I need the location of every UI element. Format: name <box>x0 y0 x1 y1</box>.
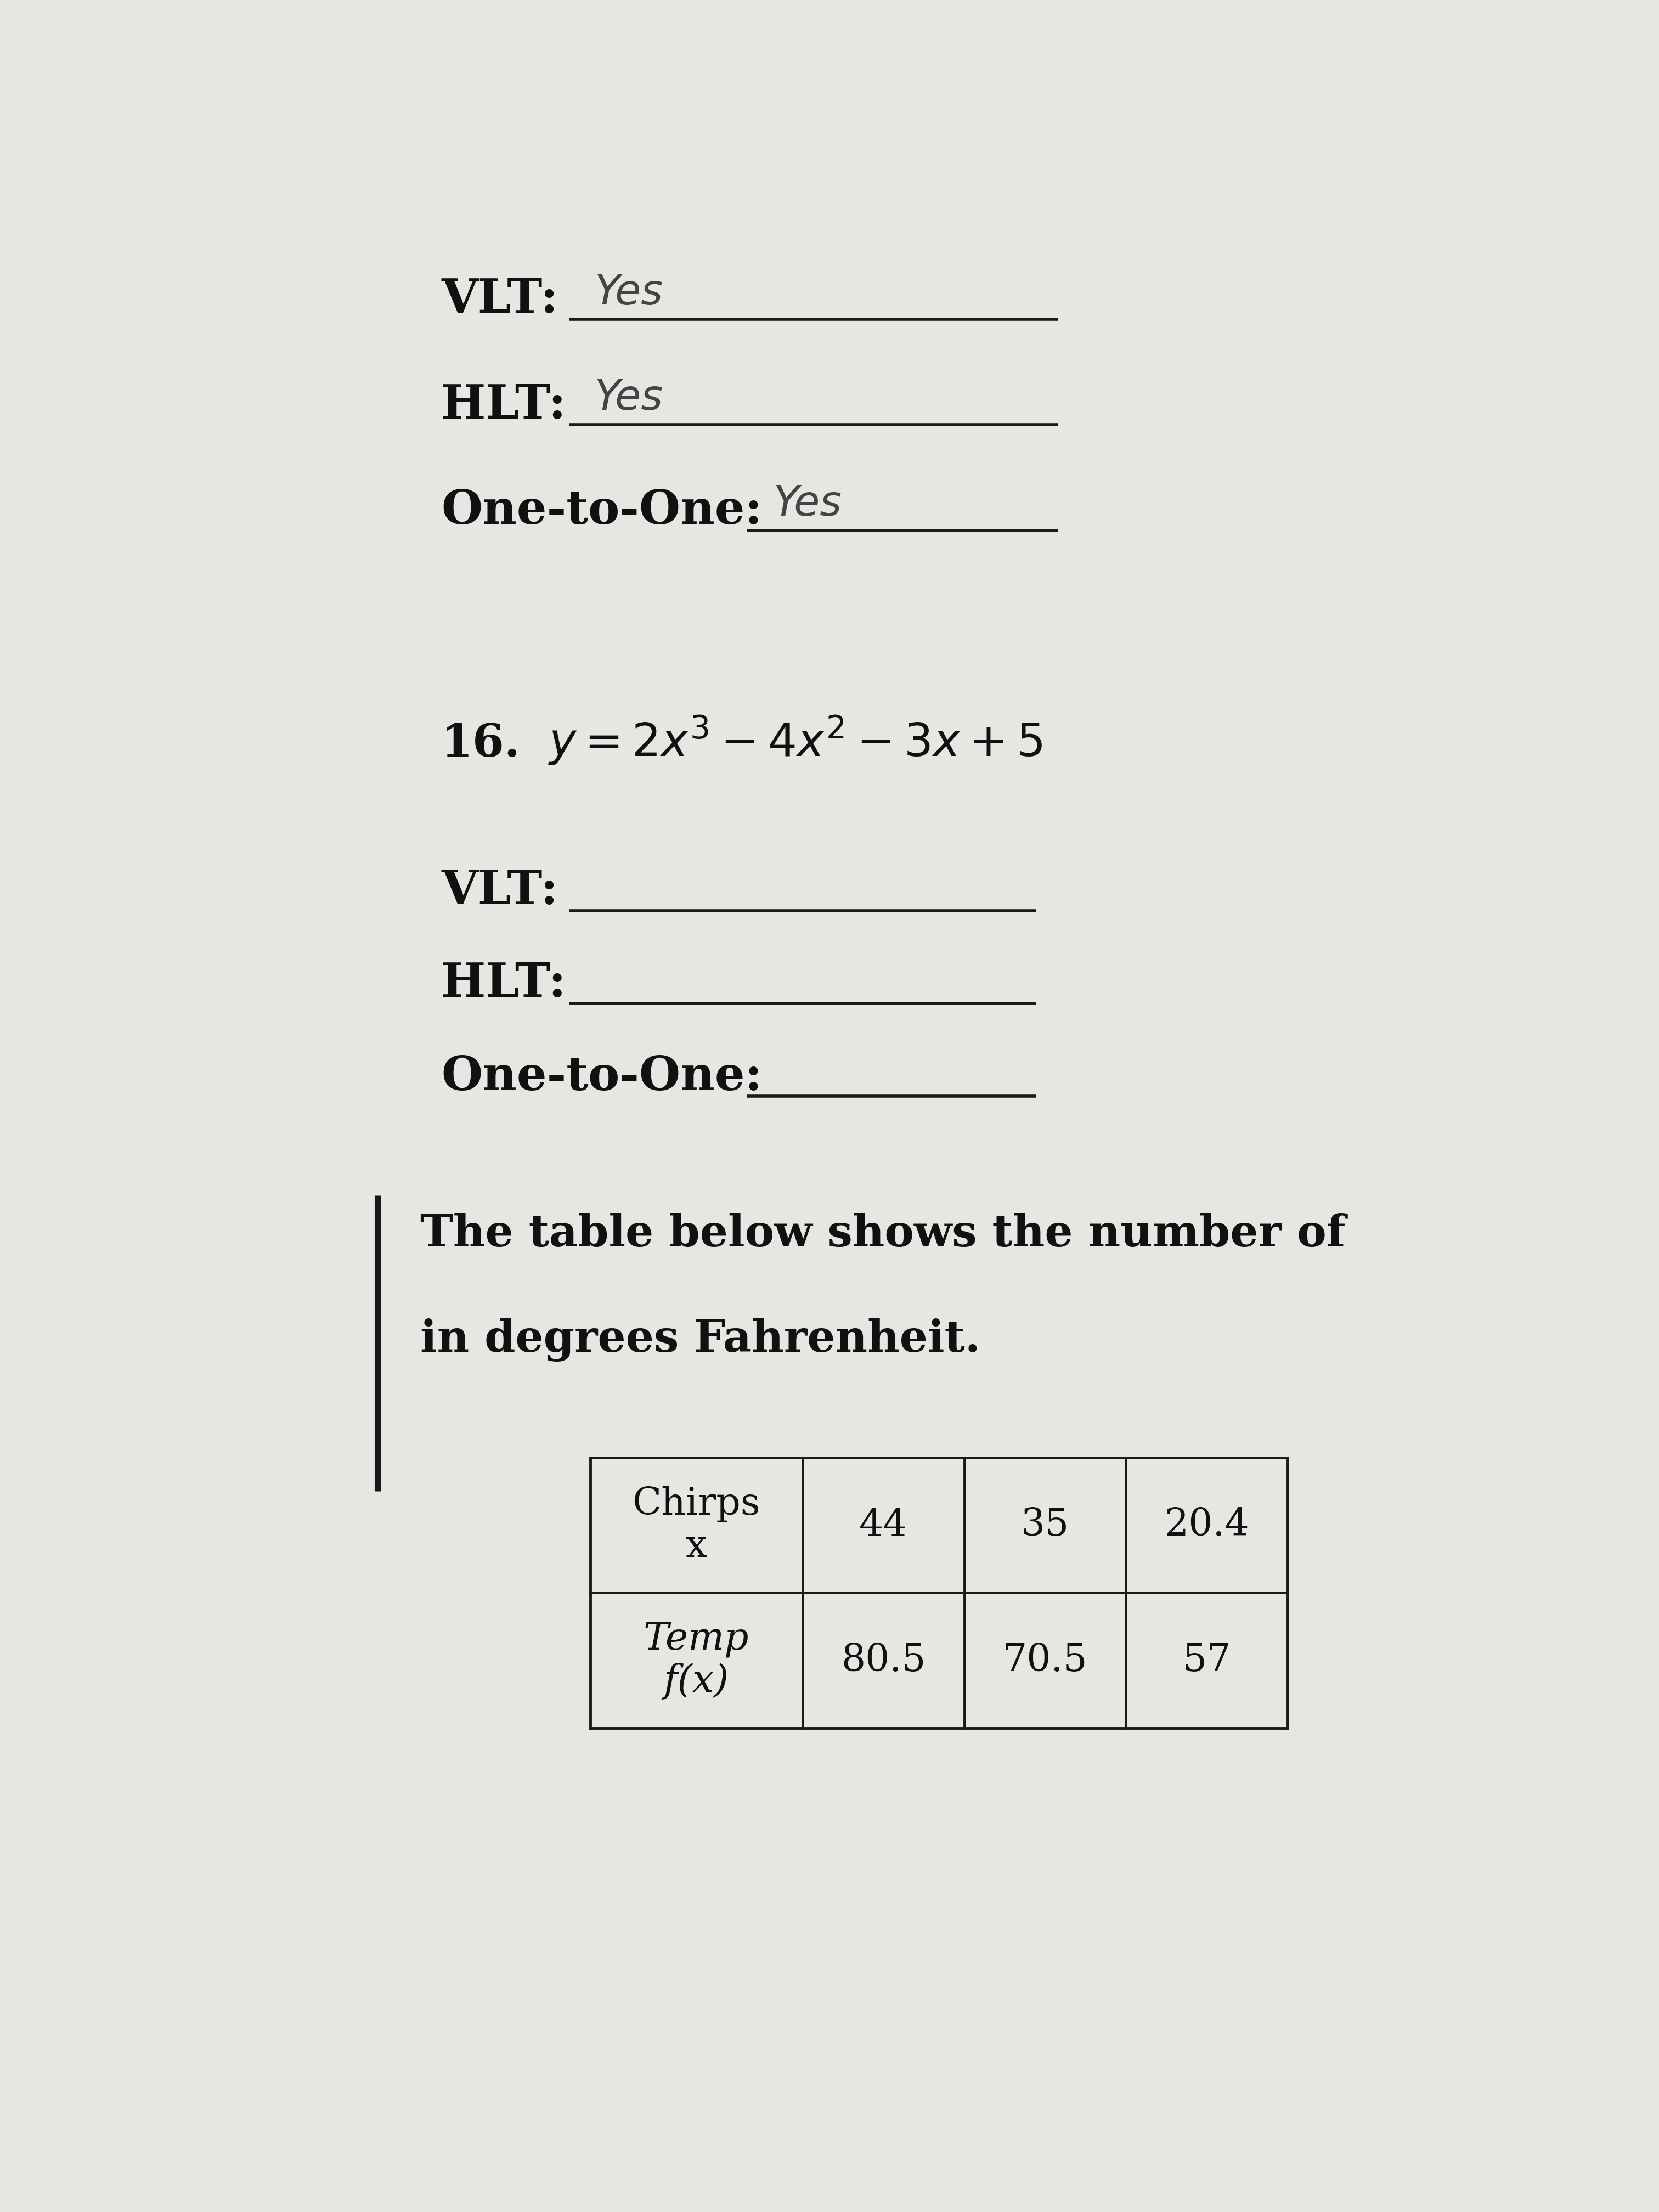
Text: 80.5: 80.5 <box>841 1641 926 1679</box>
Text: 44: 44 <box>859 1506 907 1544</box>
Text: Yes: Yes <box>594 272 664 314</box>
Text: VLT:: VLT: <box>441 867 557 914</box>
Text: 16.: 16. <box>441 721 521 765</box>
Text: Yes: Yes <box>594 378 664 418</box>
Text: Chirps
x: Chirps x <box>632 1486 760 1564</box>
Text: One-to-One:: One-to-One: <box>441 489 763 533</box>
Text: 20.4: 20.4 <box>1165 1506 1249 1544</box>
Text: 70.5: 70.5 <box>1002 1641 1087 1679</box>
Text: HLT:: HLT: <box>441 960 566 1006</box>
Text: One-to-One:: One-to-One: <box>441 1053 763 1099</box>
Text: VLT:: VLT: <box>441 276 557 323</box>
Text: 57: 57 <box>1183 1641 1231 1679</box>
Text: Yes: Yes <box>773 484 841 524</box>
Text: 35: 35 <box>1020 1506 1068 1544</box>
Text: HLT:: HLT: <box>441 383 566 429</box>
Text: in degrees Fahrenheit.: in degrees Fahrenheit. <box>420 1318 980 1363</box>
Text: Temp
f(x): Temp f(x) <box>644 1621 750 1699</box>
Text: The table below shows the number of: The table below shows the number of <box>420 1212 1345 1256</box>
Text: $y=2x^3-4x^2-3x+5$: $y=2x^3-4x^2-3x+5$ <box>547 714 1042 768</box>
